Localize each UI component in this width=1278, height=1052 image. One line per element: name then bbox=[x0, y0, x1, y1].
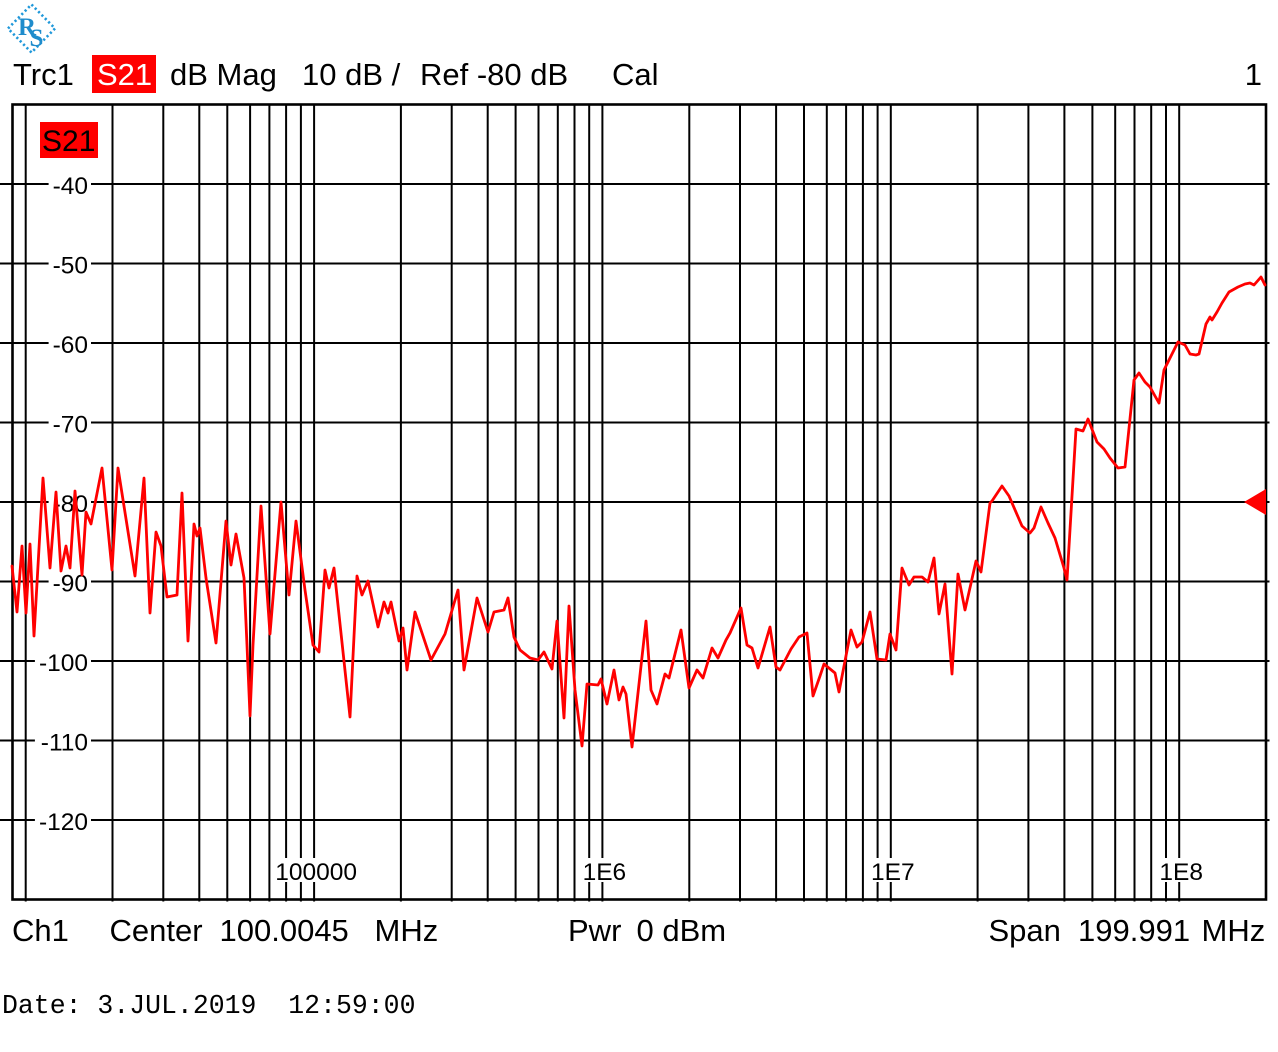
svg-text:100.0045: 100.0045 bbox=[220, 913, 349, 948]
svg-text:-100: -100 bbox=[39, 650, 88, 677]
svg-text:199.991: 199.991 bbox=[1078, 913, 1190, 948]
svg-text:1: 1 bbox=[1245, 57, 1262, 92]
svg-text:Pwr: Pwr bbox=[568, 913, 621, 948]
svg-text:0 dBm: 0 dBm bbox=[637, 913, 727, 948]
svg-text:-110: -110 bbox=[41, 730, 88, 757]
svg-text:MHz: MHz bbox=[375, 913, 439, 948]
svg-text:Date: 3.JUL.2019 12:59:00: Date: 3.JUL.2019 12:59:00 bbox=[2, 991, 415, 1021]
svg-text:S21: S21 bbox=[42, 125, 95, 158]
svg-text:-120: -120 bbox=[39, 809, 88, 836]
svg-text:S21: S21 bbox=[97, 57, 152, 92]
svg-text:-70: -70 bbox=[53, 412, 88, 439]
svg-text:MHz: MHz bbox=[1202, 913, 1266, 948]
svg-text:1E6: 1E6 bbox=[583, 859, 627, 886]
svg-text:S: S bbox=[30, 25, 44, 52]
svg-text:-60: -60 bbox=[53, 332, 88, 359]
svg-text:Ch1: Ch1 bbox=[12, 913, 69, 948]
svg-text:100000: 100000 bbox=[275, 859, 357, 886]
svg-text:dB Mag: dB Mag bbox=[170, 57, 277, 92]
svg-text:-50: -50 bbox=[53, 253, 88, 280]
svg-text:Trc1: Trc1 bbox=[13, 57, 74, 92]
svg-text:Span: Span bbox=[989, 913, 1061, 948]
svg-text:1E8: 1E8 bbox=[1159, 859, 1203, 886]
svg-text:Cal: Cal bbox=[612, 57, 659, 92]
svg-text:10 dB /: 10 dB / bbox=[302, 57, 401, 92]
svg-text:R: R bbox=[18, 14, 37, 41]
svg-text:Ref -80 dB: Ref -80 dB bbox=[420, 57, 568, 92]
svg-text:1E7: 1E7 bbox=[871, 859, 915, 886]
svg-text:Center: Center bbox=[110, 913, 203, 948]
svg-text:-40: -40 bbox=[53, 173, 88, 200]
